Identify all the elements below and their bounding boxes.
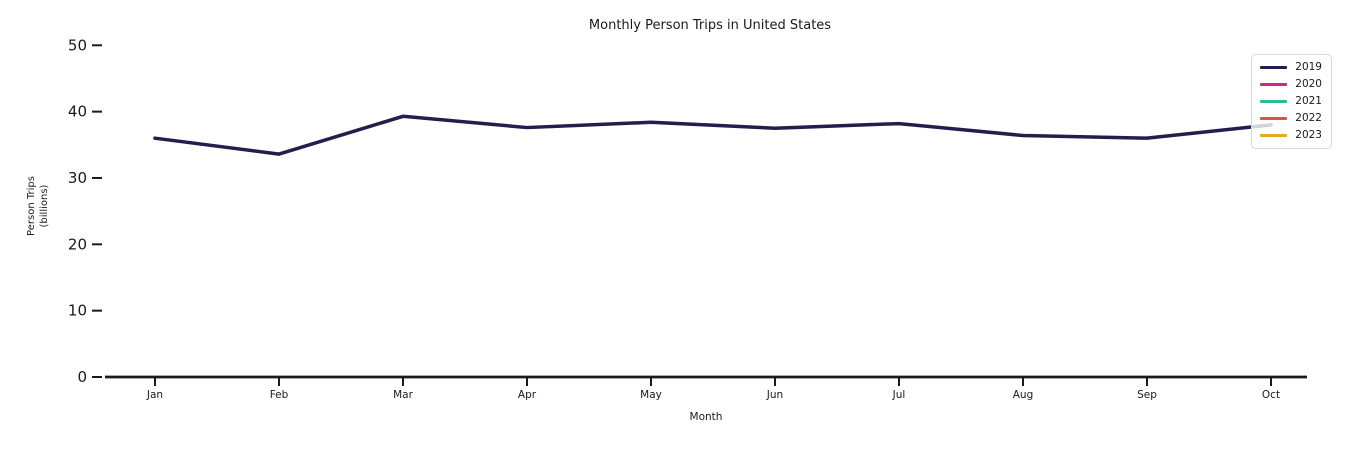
legend-swatch-2022: [1260, 117, 1288, 120]
x-tick-label: Jul: [892, 389, 906, 401]
legend-swatch-2019: [1260, 66, 1288, 69]
y-tick-label: 20: [68, 235, 87, 253]
legend-label: 2021: [1295, 95, 1322, 107]
legend-label: 2020: [1295, 78, 1322, 90]
legend-item-2023: 2023: [1260, 129, 1322, 142]
x-tick-label: May: [640, 389, 662, 401]
x-tick-label: Aug: [1013, 389, 1034, 401]
legend-label: 2023: [1295, 129, 1322, 141]
y-tick-label: 40: [68, 103, 87, 121]
legend-item-2022: 2022: [1260, 112, 1322, 125]
legend-item-2019: 2019: [1260, 61, 1322, 74]
legend-item-2020: 2020: [1260, 78, 1322, 91]
chart-title: Monthly Person Trips in United States: [588, 18, 832, 33]
legend: 2019 2020 2021 2022 2023: [1251, 54, 1332, 149]
legend-swatch-2021: [1260, 100, 1288, 103]
y-tick-label: 0: [77, 368, 87, 386]
y-tick-label: 50: [68, 36, 87, 54]
x-tick-label: Feb: [270, 389, 289, 401]
y-tick-label: 30: [68, 169, 87, 187]
x-tick-label: Jan: [146, 389, 163, 401]
legend-swatch-2023: [1260, 134, 1288, 137]
y-tick-label: 10: [68, 302, 87, 320]
x-tick-label: Oct: [1262, 389, 1280, 401]
legend-item-2021: 2021: [1260, 95, 1322, 108]
x-tick-label: Mar: [393, 389, 413, 401]
legend-label: 2022: [1295, 112, 1322, 124]
legend-label: 2019: [1295, 61, 1322, 73]
legend-swatch-2020: [1260, 83, 1288, 86]
x-tick-label: Sep: [1137, 389, 1157, 401]
x-axis-label: Month: [690, 411, 723, 423]
x-tick-label: Jun: [766, 389, 783, 401]
x-tick-label: Apr: [518, 389, 537, 401]
data-line-2019: [153, 114, 1273, 156]
